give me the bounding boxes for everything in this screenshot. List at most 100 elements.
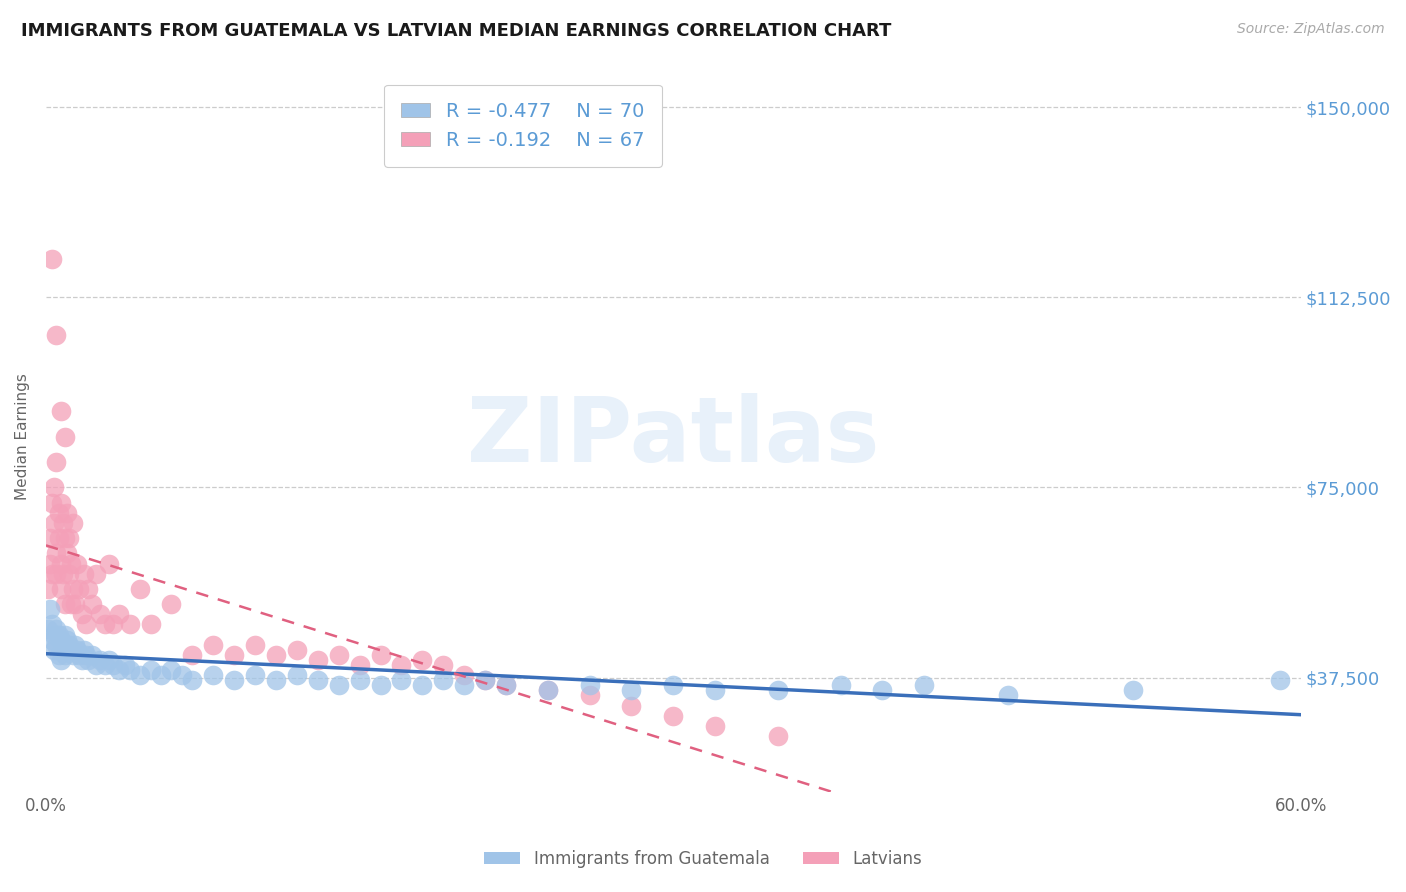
Point xyxy=(45,623,67,637)
Point xyxy=(662,678,685,692)
Point xyxy=(53,627,76,641)
Point xyxy=(160,597,183,611)
Point xyxy=(41,632,63,647)
Point xyxy=(285,668,308,682)
Point xyxy=(41,496,63,510)
Point xyxy=(370,678,392,692)
Point xyxy=(56,642,79,657)
Point xyxy=(49,496,72,510)
Point xyxy=(307,653,329,667)
Point xyxy=(349,673,371,688)
Point xyxy=(264,673,287,688)
Point xyxy=(56,506,79,520)
Point xyxy=(328,678,350,692)
Point xyxy=(243,668,266,682)
Point xyxy=(114,657,136,672)
Y-axis label: Median Earnings: Median Earnings xyxy=(15,374,30,500)
Point xyxy=(37,582,59,596)
Point xyxy=(620,698,643,713)
Point xyxy=(139,617,162,632)
Point xyxy=(39,531,62,545)
Point xyxy=(66,642,89,657)
Point xyxy=(41,252,63,267)
Point xyxy=(129,668,152,682)
Point xyxy=(139,663,162,677)
Point xyxy=(391,657,413,672)
Point xyxy=(537,683,560,698)
Point xyxy=(202,668,225,682)
Point xyxy=(97,653,120,667)
Point xyxy=(704,683,727,698)
Point xyxy=(118,617,141,632)
Point xyxy=(578,689,600,703)
Point xyxy=(264,648,287,662)
Point xyxy=(181,648,204,662)
Point xyxy=(58,638,80,652)
Point xyxy=(76,653,98,667)
Point xyxy=(60,597,83,611)
Point xyxy=(495,678,517,692)
Point xyxy=(108,607,131,622)
Point xyxy=(495,678,517,692)
Point xyxy=(67,648,90,662)
Point xyxy=(41,566,63,581)
Point xyxy=(52,516,75,530)
Point xyxy=(39,557,62,571)
Point xyxy=(93,657,115,672)
Point xyxy=(39,602,62,616)
Point xyxy=(45,566,67,581)
Point xyxy=(72,566,94,581)
Point xyxy=(89,653,111,667)
Point xyxy=(93,617,115,632)
Point xyxy=(118,663,141,677)
Point xyxy=(537,683,560,698)
Point xyxy=(997,689,1019,703)
Point xyxy=(101,617,124,632)
Point xyxy=(1122,683,1144,698)
Point xyxy=(912,678,935,692)
Point xyxy=(766,683,789,698)
Point xyxy=(70,653,93,667)
Point xyxy=(62,582,84,596)
Text: ZIPatlas: ZIPatlas xyxy=(467,392,880,481)
Point xyxy=(58,531,80,545)
Point xyxy=(56,546,79,560)
Point xyxy=(830,678,852,692)
Point xyxy=(432,673,454,688)
Point xyxy=(766,729,789,743)
Point xyxy=(56,632,79,647)
Point xyxy=(44,642,66,657)
Point xyxy=(202,638,225,652)
Legend: R = -0.477    N = 70, R = -0.192    N = 67: R = -0.477 N = 70, R = -0.192 N = 67 xyxy=(384,85,662,167)
Point xyxy=(75,648,97,662)
Point xyxy=(578,678,600,692)
Point xyxy=(67,582,90,596)
Point xyxy=(453,678,475,692)
Point xyxy=(101,657,124,672)
Point xyxy=(49,653,72,667)
Point xyxy=(84,566,107,581)
Point xyxy=(243,638,266,652)
Point xyxy=(307,673,329,688)
Point xyxy=(49,557,72,571)
Point xyxy=(52,566,75,581)
Point xyxy=(89,607,111,622)
Point xyxy=(62,516,84,530)
Point xyxy=(45,455,67,469)
Point xyxy=(453,668,475,682)
Point xyxy=(370,648,392,662)
Point xyxy=(391,673,413,688)
Point xyxy=(44,516,66,530)
Point xyxy=(411,653,433,667)
Point xyxy=(45,638,67,652)
Point xyxy=(84,657,107,672)
Point xyxy=(129,582,152,596)
Point xyxy=(474,673,496,688)
Point xyxy=(328,648,350,662)
Point xyxy=(181,673,204,688)
Point xyxy=(411,678,433,692)
Point xyxy=(662,708,685,723)
Point xyxy=(62,648,84,662)
Point xyxy=(53,648,76,662)
Point xyxy=(75,617,97,632)
